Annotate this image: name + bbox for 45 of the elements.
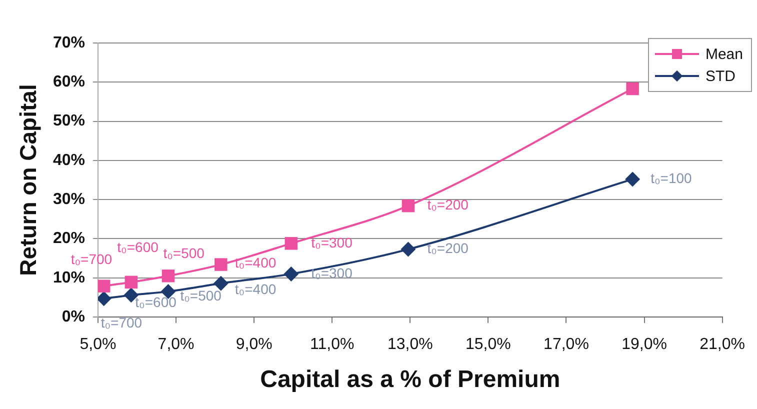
x-tick-label: 17,0% [544,336,589,354]
y-tick-label: 40% [52,152,85,169]
point [626,82,639,96]
y-tick-label: 70% [52,34,85,52]
point [400,242,416,257]
y-tick-label: 20% [52,230,85,248]
annotation: t₀=600 [117,239,159,256]
annotation: t₀=700 [100,314,142,330]
x-tick-label: 21,0% [700,336,746,354]
annotation: t₀=200 [427,196,469,213]
x-tick-label: 13,0% [387,336,433,354]
y-tick-label: 0% [62,308,85,326]
annotation: t₀=700 [70,250,112,267]
point [625,172,640,187]
y-axis-title: Return on Capital [15,84,42,276]
annotation: t₀=100 [650,170,692,186]
annotation: t₀=500 [180,287,222,304]
annotation: t₀=400 [234,281,276,298]
annotation: t₀=400 [234,254,276,270]
x-axis-title: Capital as a % of Premium [260,366,560,394]
legend-label: Mean [705,46,743,62]
annotation: t₀=600 [135,294,177,310]
x-tick-label: 15,0% [466,336,511,354]
x-tick-label: 7,0% [158,336,194,354]
x-tick-label: 9,0% [236,336,272,354]
point [284,266,299,282]
point [98,280,110,292]
y-tick-label: 30% [52,190,85,208]
y-tick-label: 60% [52,74,85,91]
annotation: t₀=300 [311,264,353,281]
annotation: t₀=300 [311,234,353,250]
x-tick-label: 19,0% [622,336,667,354]
annotation: t₀=200 [427,240,469,256]
point [213,276,228,291]
point [124,276,138,289]
legend-label: STD [705,68,736,84]
annotation: t₀=500 [163,244,205,261]
y-tick-label: 10% [52,269,85,286]
y-tick-label: 50% [52,112,85,130]
point [214,258,228,271]
point [284,237,298,250]
point [162,270,175,282]
x-tick-label: 11,0% [310,336,354,354]
x-tick-label: 5,0% [80,336,116,354]
point [402,199,415,212]
